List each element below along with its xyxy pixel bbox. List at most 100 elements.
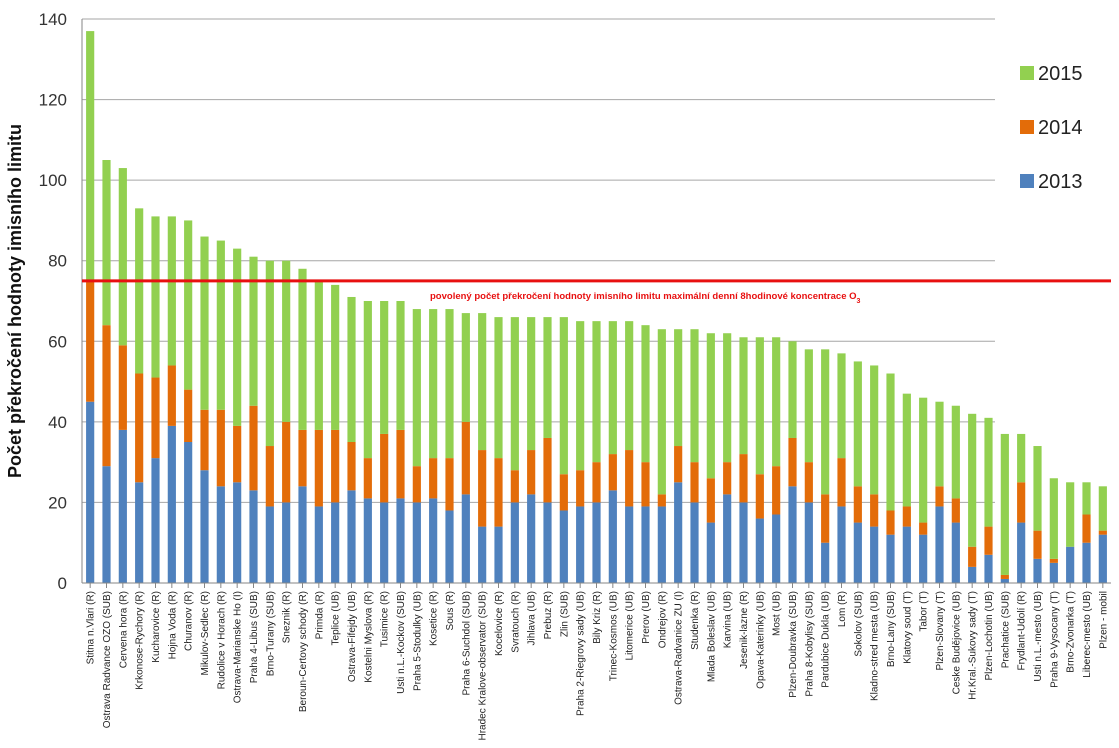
bar-2015 xyxy=(216,240,225,410)
bar-2014 xyxy=(804,462,813,503)
bar-2013 xyxy=(1066,546,1075,583)
bar-2015 xyxy=(723,333,732,463)
x-tick-label: Plzen-Doubravka (SUB) xyxy=(788,591,799,698)
bar-2013 xyxy=(951,522,960,583)
x-tick-label: Kucharovice (R) xyxy=(151,591,162,663)
x-tick-label: Praha 6-Suchdol (SUB) xyxy=(461,591,472,696)
x-tick-label: Tabor (T) xyxy=(919,591,930,632)
bar-2014 xyxy=(788,437,797,487)
bar-2015 xyxy=(641,325,650,463)
bar-2014 xyxy=(282,421,291,503)
bar-2014 xyxy=(298,429,307,487)
bar-2015 xyxy=(445,309,454,459)
bar-2013 xyxy=(755,518,764,583)
bar-2015 xyxy=(298,268,307,430)
bar-2013 xyxy=(592,502,601,583)
bar-2013 xyxy=(118,429,127,583)
bar-2013 xyxy=(935,506,944,583)
bar-2013 xyxy=(1017,522,1026,583)
bar-2015 xyxy=(625,321,634,451)
x-tick-label: Kladno-stred mesta (UB) xyxy=(870,591,881,701)
bar-2013 xyxy=(625,506,634,583)
bar-2013 xyxy=(527,494,536,583)
bar-2015 xyxy=(821,349,830,495)
bar-2015 xyxy=(347,296,356,442)
bar-2014 xyxy=(706,478,715,523)
bar-2015 xyxy=(184,220,193,390)
bar-2015 xyxy=(135,208,144,374)
bar-2014 xyxy=(527,450,536,495)
x-tick-label: Praha 5-Stodulky (UB) xyxy=(412,591,423,691)
x-tick-label: Klatovy soud (T) xyxy=(902,591,913,664)
y-tick-label: 100 xyxy=(39,171,67,190)
bar-2014 xyxy=(167,365,176,426)
x-tick-label: Svratouch (R) xyxy=(510,591,521,653)
bar-2013 xyxy=(363,498,372,583)
x-tick-label: Usti n.L.-Kockov (SUB) xyxy=(396,591,407,694)
bar-2013 xyxy=(641,506,650,583)
x-tick-label: Kostelni Myslova (R) xyxy=(363,591,374,683)
bar-2014 xyxy=(331,429,340,503)
bar-2014 xyxy=(233,425,242,483)
x-tick-label: Primda (R) xyxy=(314,591,325,639)
y-tick-label: 80 xyxy=(48,252,67,271)
bar-2013 xyxy=(608,490,617,583)
x-tick-label: Plzen-Slovany (T) xyxy=(935,591,946,670)
bar-2013 xyxy=(1098,534,1107,583)
legend-swatch-2013 xyxy=(1020,174,1034,188)
bar-2015 xyxy=(282,260,291,422)
x-tick-label: Ondrejov (R) xyxy=(657,591,668,648)
bar-2013 xyxy=(249,490,258,583)
bar-2015 xyxy=(706,333,715,479)
legend-label-2013: 2013 xyxy=(1038,171,1083,193)
bar-2014 xyxy=(478,450,487,527)
bar-2015 xyxy=(331,284,340,430)
bar-2014 xyxy=(543,437,552,503)
bar-2014 xyxy=(608,454,617,491)
x-tick-label: Mlada Boleslav (UB) xyxy=(706,591,717,682)
bar-2014 xyxy=(772,466,781,515)
bar-2014 xyxy=(265,446,274,507)
x-tick-label: Krkonose-Rychory (R) xyxy=(135,591,146,690)
x-tick-label: Hradec Kralove-observator (SUB) xyxy=(478,591,489,741)
x-tick-label: Praha 9-Vysocany (T) xyxy=(1049,591,1060,688)
bar-2015 xyxy=(902,393,911,507)
bars xyxy=(86,31,1107,583)
bar-2015 xyxy=(968,413,977,547)
x-tick-label: Studenka (R) xyxy=(690,591,701,650)
x-tick-label: Praha 2-Riegrovy sady (UB) xyxy=(576,591,587,716)
x-tick-label: Praha 4-Libus (SUB) xyxy=(249,591,260,683)
bar-2014 xyxy=(935,486,944,507)
x-tick-label: Zlin (SUB) xyxy=(559,591,570,637)
x-tick-label: Plzen - mobil xyxy=(1098,591,1109,649)
bar-2013 xyxy=(723,494,732,583)
bar-2013 xyxy=(837,506,846,583)
bar-2015 xyxy=(674,329,683,447)
x-tick-label: Prebuz (R) xyxy=(543,591,554,639)
bar-2014 xyxy=(755,474,764,519)
x-tick-label: Brno-Turany (SUB) xyxy=(265,591,276,676)
bar-2013 xyxy=(298,486,307,583)
legend-label-2014: 2014 xyxy=(1038,117,1083,139)
bar-2014 xyxy=(641,462,650,507)
bar-2013 xyxy=(282,502,291,583)
bar-2015 xyxy=(755,337,764,475)
x-tick-label: Prachatice (SUB) xyxy=(1000,591,1011,668)
bar-2014 xyxy=(363,458,372,499)
bar-2014 xyxy=(118,345,127,430)
bar-2013 xyxy=(821,542,830,583)
bar-2014 xyxy=(968,546,977,567)
bar-2015 xyxy=(102,160,111,326)
bar-2014 xyxy=(510,470,519,503)
bar-2014 xyxy=(445,458,454,511)
bar-2015 xyxy=(265,260,274,447)
bar-2015 xyxy=(592,321,601,463)
bar-2015 xyxy=(380,301,389,434)
bar-2015 xyxy=(951,405,960,499)
bar-2015 xyxy=(363,301,372,459)
bar-2013 xyxy=(314,506,323,583)
x-tick-label: Brno-Zvonarka (T) xyxy=(1066,591,1077,673)
bar-2015 xyxy=(690,329,699,463)
bar-2014 xyxy=(347,442,356,491)
